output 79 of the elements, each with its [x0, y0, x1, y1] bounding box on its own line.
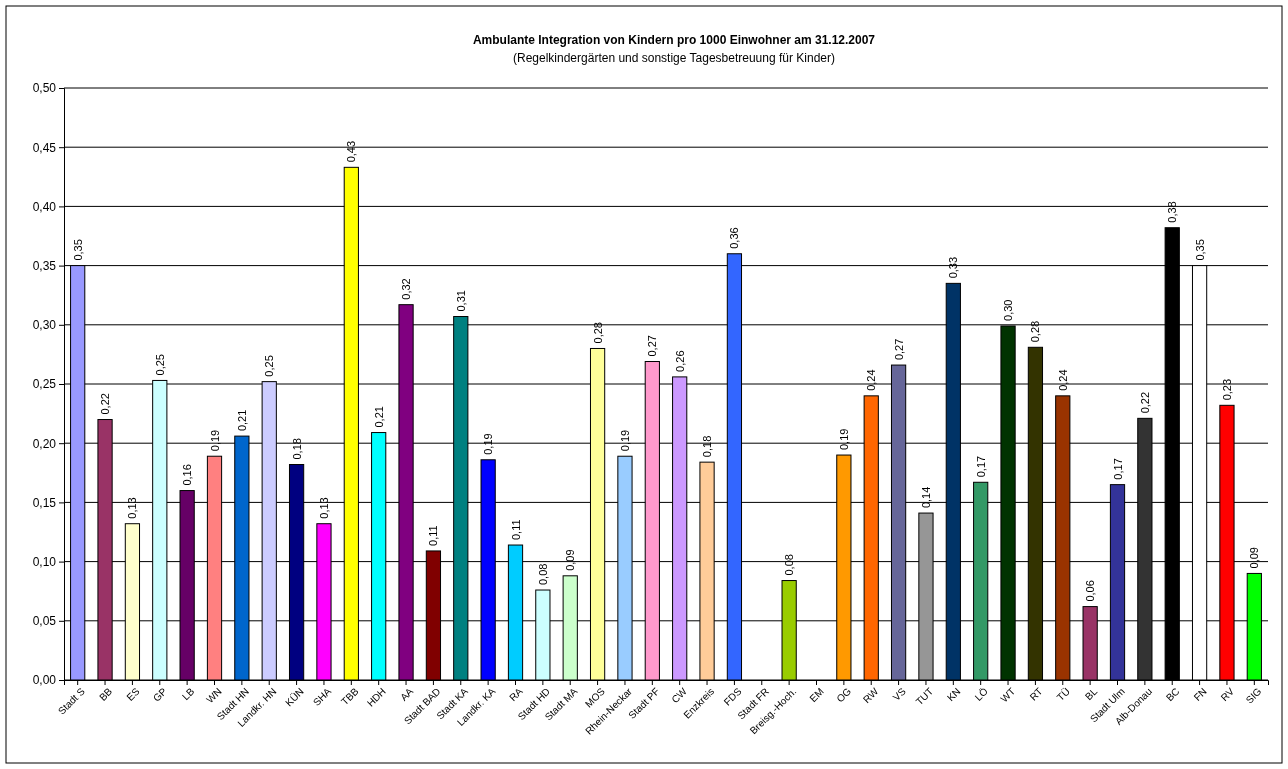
y-tick-label: 0,05 — [32, 614, 57, 629]
y-tick-label: 0,15 — [32, 495, 57, 510]
data-label: 0,36 — [728, 227, 741, 249]
x-tick-label: ES — [124, 685, 142, 703]
data-label: 0,19 — [618, 429, 631, 452]
data-label: 0,16 — [181, 464, 194, 486]
data-label: 0,11 — [509, 519, 522, 541]
data-label: 0,13 — [126, 497, 139, 519]
data-label: 0,08 — [536, 563, 549, 586]
x-tick-label: BL — [1082, 685, 1100, 703]
data-label: 0,28 — [1029, 320, 1042, 343]
y-tick-label: 0,45 — [32, 140, 57, 155]
x-tick-label: GP — [150, 685, 170, 704]
data-label: 0,19 — [482, 433, 495, 455]
data-label: 0,11 — [427, 525, 440, 546]
chart-subtitle: (Regelkindergärten und sonstige Tagesbetreuung für Kinder) — [513, 51, 835, 65]
x-tick-label: BC — [1163, 685, 1182, 704]
data-label: 0,19 — [837, 428, 850, 451]
x-tick-label: RV — [1218, 685, 1237, 704]
data-label: 0,22 — [99, 393, 112, 415]
data-label: 0,21 — [372, 406, 385, 428]
data-label: 0,32 — [400, 278, 413, 300]
data-label: 0,35 — [1193, 239, 1206, 261]
x-tick-label: FN — [1191, 685, 1209, 703]
x-tick-label: RT — [1027, 685, 1045, 703]
y-tick-label: 0,10 — [32, 554, 57, 569]
data-label: 0,09 — [1248, 547, 1261, 569]
data-label: 0,25 — [263, 355, 276, 377]
data-label: 0,18 — [701, 435, 714, 458]
x-tick-label: WN — [204, 685, 224, 706]
data-label: 0,14 — [919, 486, 932, 509]
y-tick-label: 0,35 — [32, 258, 57, 273]
x-tick-label: OG — [834, 685, 854, 705]
data-label: 0,26 — [673, 350, 686, 372]
data-label: 0,31 — [454, 290, 467, 312]
y-tick-label: 0,25 — [32, 377, 57, 392]
x-tick-label: LÖ — [972, 685, 991, 703]
data-label: 0,17 — [1111, 458, 1124, 480]
x-tick-label: LB — [179, 685, 197, 703]
x-tick-label: AA — [398, 685, 416, 703]
y-tick-label: 0,40 — [32, 199, 57, 214]
data-label: 0,25 — [153, 354, 166, 376]
data-label: 0,24 — [1056, 369, 1069, 391]
data-label: 0,35 — [71, 239, 84, 261]
data-label: 0,18 — [290, 438, 303, 460]
x-tick-label: VS — [890, 685, 909, 703]
data-label: 0,08 — [783, 554, 796, 576]
x-tick-label: RW — [860, 685, 881, 706]
x-tick-label: BB — [97, 685, 115, 703]
data-label: 0,33 — [947, 256, 960, 279]
data-label: 0,19 — [208, 429, 221, 452]
data-label: 0,09 — [564, 549, 577, 571]
y-tick-label: 0,20 — [32, 436, 57, 451]
x-tick-label: WT — [998, 685, 1018, 705]
x-tick-label: TÜ — [1054, 685, 1072, 703]
data-label: 0,13 — [317, 497, 330, 519]
data-label: 0,22 — [1138, 391, 1151, 414]
x-tick-label: EM — [807, 685, 826, 705]
y-tick-label: 0,50 — [32, 81, 57, 96]
data-label: 0,27 — [646, 335, 659, 357]
data-label: 0,06 — [1084, 580, 1097, 602]
x-tick-label: TBB — [338, 685, 361, 708]
x-tick-label: KN — [944, 685, 963, 704]
y-tick-label: 0,30 — [32, 318, 57, 333]
data-label: 0,28 — [591, 322, 604, 344]
x-tick-label: SHA — [310, 685, 334, 708]
data-label: 0,23 — [1220, 378, 1233, 401]
x-tick-label: RA — [507, 685, 525, 704]
data-label: 0,30 — [1002, 299, 1015, 321]
data-label: 0,38 — [1166, 201, 1179, 223]
data-label: 0,24 — [865, 369, 878, 391]
data-label: 0,43 — [345, 140, 358, 163]
y-tick-label: 0,00 — [32, 673, 57, 688]
chart-title: Ambulante Integration von Kindern pro 1000 Einwohner am 31.12.2007 — [472, 33, 876, 47]
x-tick-label: SIG — [1243, 685, 1264, 706]
data-label: 0,17 — [974, 455, 987, 478]
data-label: 0,21 — [235, 409, 248, 432]
data-label: 0,27 — [892, 338, 905, 361]
x-tick-label: TUT — [913, 685, 936, 708]
